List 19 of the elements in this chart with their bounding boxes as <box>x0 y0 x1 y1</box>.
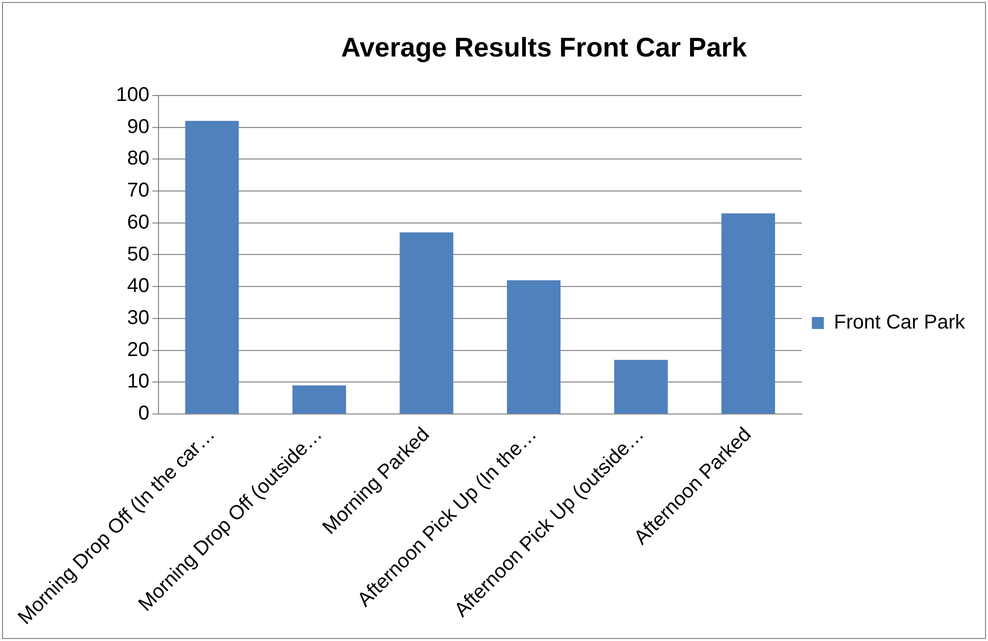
y-tick-label: 100 <box>116 84 150 106</box>
bar <box>614 360 668 414</box>
y-tick-label: 0 <box>138 402 150 425</box>
y-tick-label: 20 <box>127 338 150 361</box>
bar <box>400 232 454 414</box>
bar <box>185 120 239 414</box>
y-tick-label: 40 <box>127 275 150 298</box>
y-tick-label: 80 <box>127 148 150 170</box>
y-tick-label: 90 <box>127 116 150 138</box>
y-tick-label: 60 <box>127 211 150 234</box>
bar <box>721 213 776 414</box>
y-tick-label: 10 <box>127 370 150 393</box>
bar <box>506 280 561 414</box>
bar <box>292 385 346 414</box>
legend-label: Front Car Park <box>834 312 966 334</box>
y-tick-label: 70 <box>127 180 150 202</box>
y-tick-label: 30 <box>127 306 150 329</box>
y-tick-label: 50 <box>127 243 150 266</box>
chart-title: Average Results Front Car Park <box>341 32 748 63</box>
